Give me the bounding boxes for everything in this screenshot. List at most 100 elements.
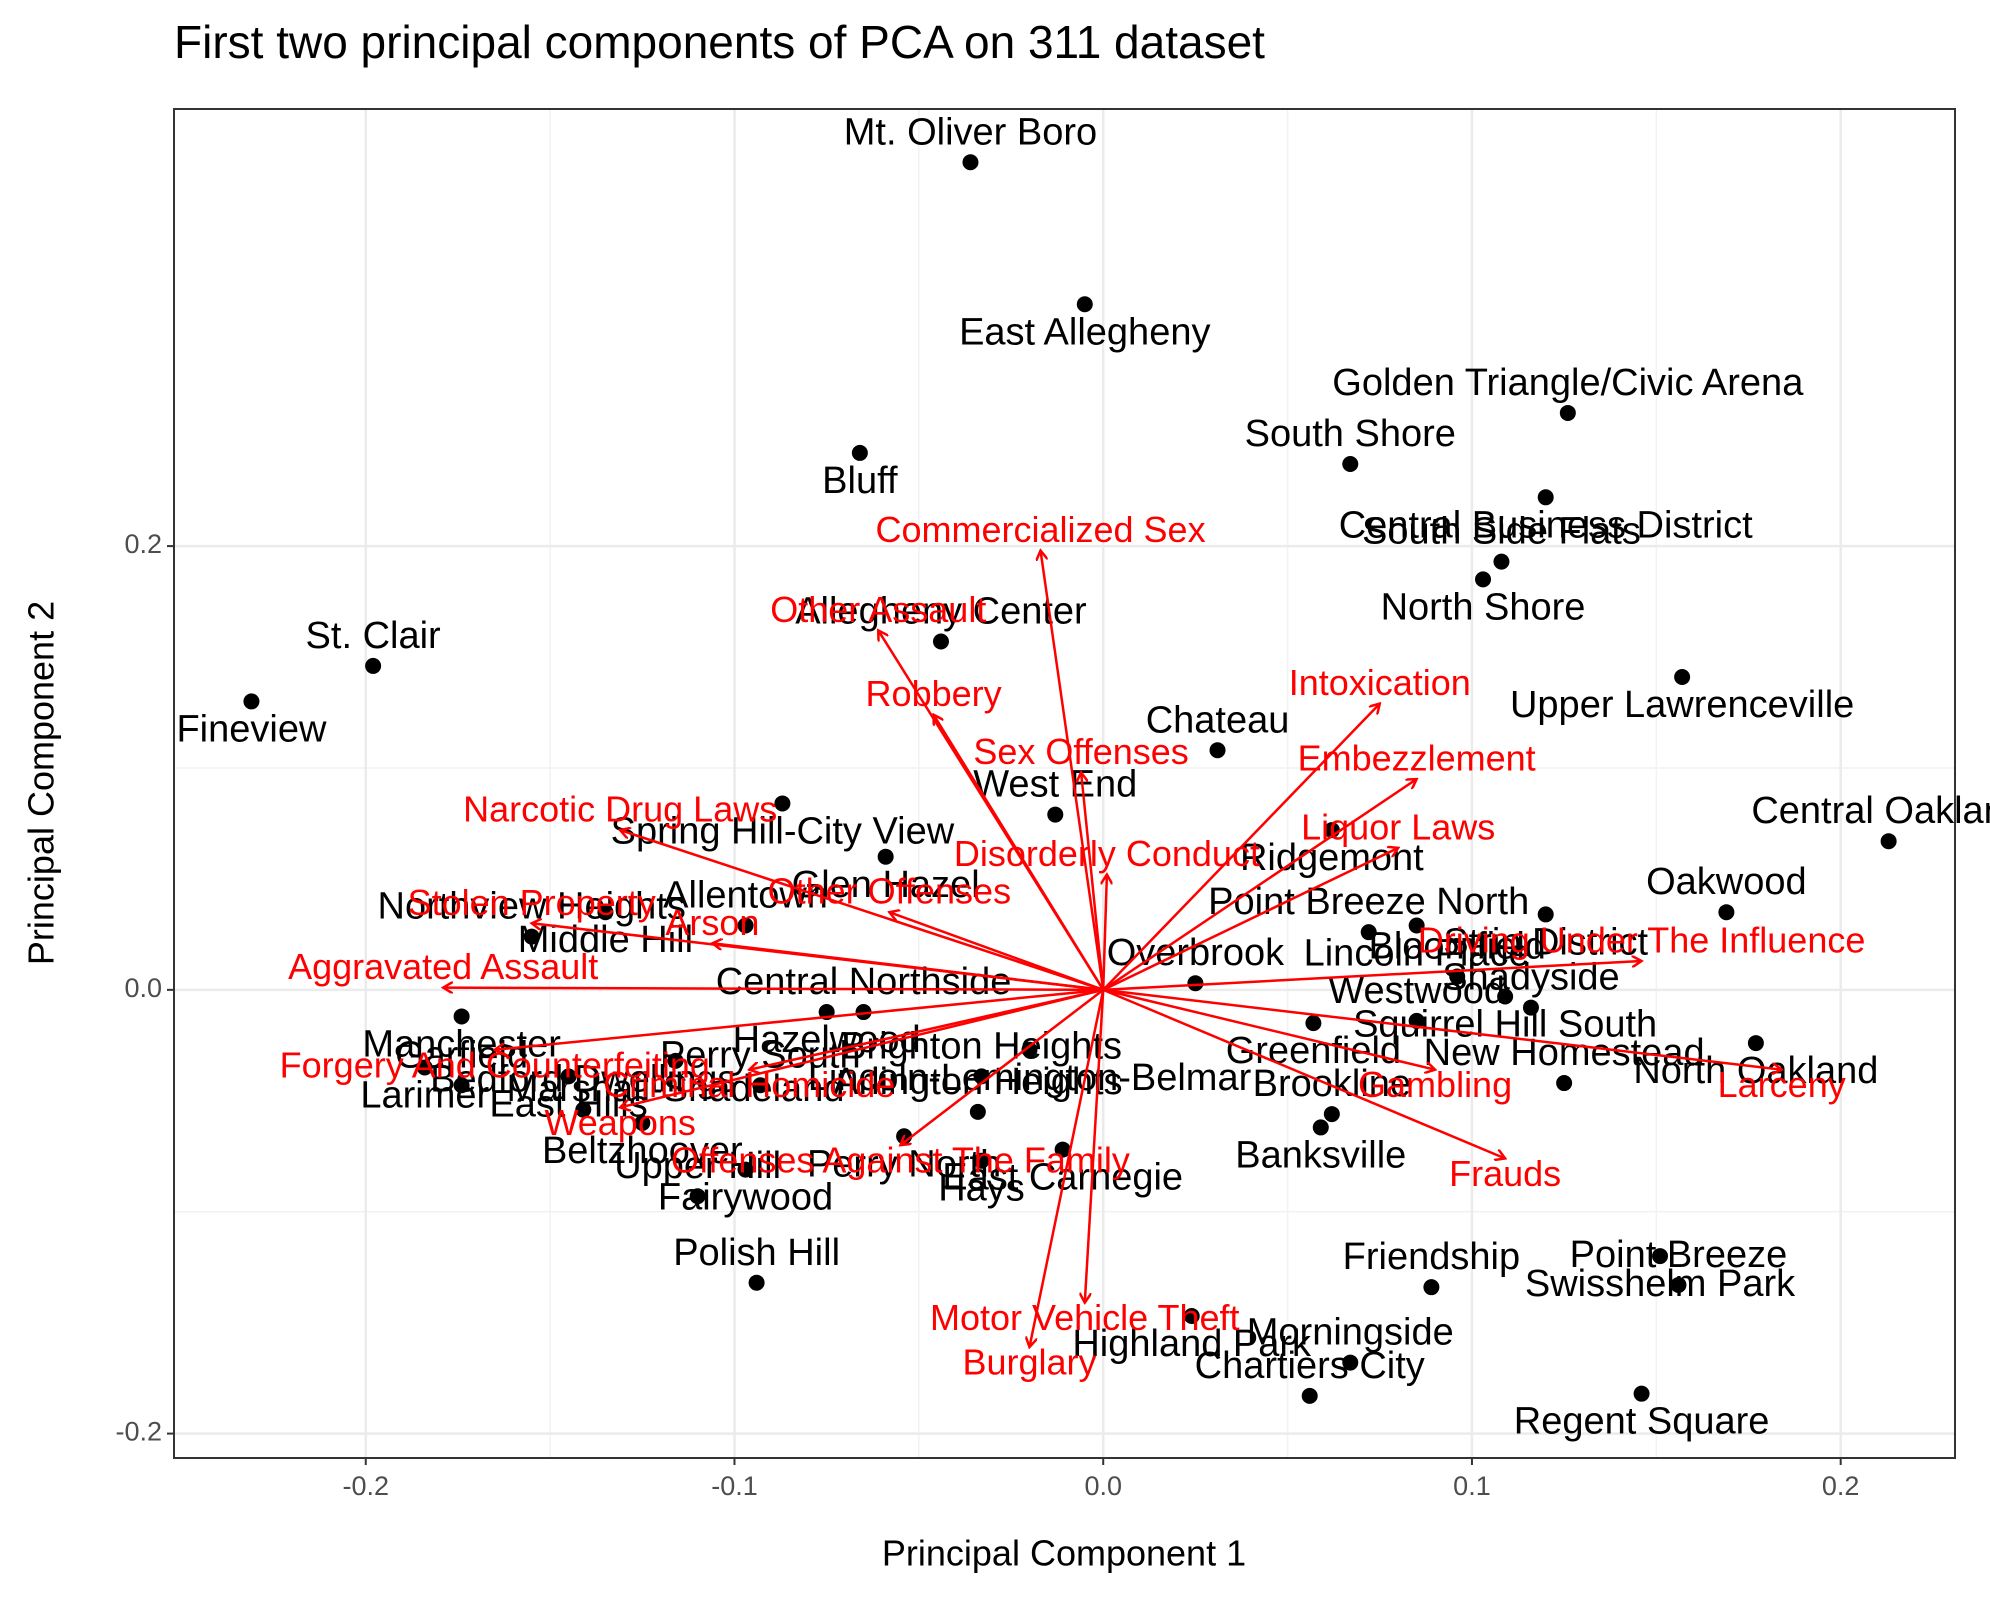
point-label: Highland Park — [1072, 1323, 1312, 1365]
loading-arrow — [1085, 989, 1105, 1303]
point-label: Overbrook — [1107, 932, 1285, 974]
point-label: Lincoln-Lemington-Belmar — [808, 1057, 1252, 1099]
point — [597, 904, 614, 921]
loading-label: Other Assault — [770, 589, 986, 630]
point-label: Marshall-Shadeland — [506, 1068, 844, 1110]
loading-arrow — [1102, 704, 1380, 991]
point-label: Allegheny Center — [795, 591, 1087, 633]
point-label: Mt. Oliver Boro — [844, 111, 1097, 153]
point — [1556, 1075, 1573, 1092]
loading-label: Sex Offenses — [973, 731, 1188, 772]
loading-arrow — [712, 943, 1104, 992]
point — [1323, 1106, 1340, 1123]
point — [1537, 489, 1554, 506]
x-axis-label: Principal Component 1 — [882, 1533, 1246, 1574]
loading-label: Liquor Laws — [1301, 806, 1495, 847]
point — [453, 1008, 470, 1025]
point — [667, 1052, 684, 1069]
point-label: Beltzhoover — [542, 1130, 743, 1172]
point-label: Polish Hill — [673, 1232, 840, 1274]
point — [752, 1077, 769, 1094]
loading-arrow — [1102, 779, 1416, 991]
loading-label: Intoxication — [1289, 662, 1471, 703]
point-label: New Homestead — [1424, 1032, 1705, 1074]
loading-arrow — [620, 830, 1104, 992]
loading-arrow — [900, 988, 1104, 1145]
loading-arrow — [620, 988, 1104, 1108]
loading-label: Forgery And Counterfeiting — [280, 1044, 710, 1085]
point — [1633, 1385, 1650, 1402]
loading-label: Larceny — [1718, 1064, 1846, 1105]
point — [1537, 906, 1554, 923]
point-label: Golden Triangle/Civic Arena — [1332, 362, 1804, 404]
point-label: Manchester — [362, 1024, 561, 1066]
loading-arrow — [1103, 961, 1641, 992]
point — [1342, 1354, 1359, 1371]
chart-title: First two principal components of PCA on… — [174, 16, 1265, 68]
loading-label: Burglary — [962, 1342, 1096, 1383]
loading-label: Gambling — [1358, 1064, 1512, 1105]
point — [1423, 1279, 1440, 1296]
point-label: Larimer — [360, 1075, 489, 1117]
loading-arrow — [495, 988, 1104, 1050]
point-label: Chateau — [1146, 699, 1290, 741]
loading-label: Narcotic Drug Laws — [463, 789, 777, 830]
point — [877, 848, 894, 865]
point-label: North Shore — [1381, 586, 1586, 628]
point-label: Swisshelm Park — [1525, 1263, 1796, 1305]
point-label: Oakwood — [1646, 861, 1807, 903]
point — [737, 917, 754, 934]
point — [1670, 1276, 1687, 1293]
point — [1880, 833, 1897, 850]
loading-label: Embezzlement — [1298, 738, 1536, 779]
point-label: Glen Hazel — [792, 864, 980, 906]
point — [748, 1274, 765, 1291]
y-axis-label: Principal Component 2 — [21, 601, 62, 965]
point — [1305, 1015, 1322, 1032]
loading-label: Commercialized Sex — [875, 509, 1205, 550]
point-label: Central Business District — [1339, 504, 1753, 546]
point-label: Allentown — [663, 875, 828, 917]
point — [416, 1059, 433, 1076]
x-tick-label: 0.2 — [1822, 1471, 1860, 1501]
point — [1183, 1308, 1200, 1324]
point — [1408, 1012, 1425, 1029]
loading-label: Disorderly Conduct — [954, 833, 1260, 874]
x-tick-label: 0.1 — [1453, 1471, 1491, 1501]
point-label: Brookline — [1253, 1063, 1411, 1105]
y-tick-label: 0.0 — [124, 973, 162, 1003]
loading-arrow — [1102, 988, 1435, 1070]
point-label: Chartiers City — [1195, 1345, 1425, 1387]
loading-label: Weapons — [544, 1102, 695, 1143]
x-tick-label: -0.2 — [342, 1471, 389, 1501]
point-label: Fineview — [176, 708, 326, 750]
point-label: West End — [973, 764, 1137, 806]
point — [1301, 1387, 1318, 1404]
point-label: Hazelwood — [733, 1019, 921, 1061]
plot-border — [173, 108, 1956, 1459]
point — [1747, 1035, 1764, 1052]
point-label: Strip District — [1443, 921, 1648, 963]
point — [1312, 1119, 1329, 1136]
point-label: Friendship — [1343, 1236, 1520, 1278]
point — [774, 795, 791, 812]
loading-label: Frauds — [1449, 1153, 1561, 1194]
point — [1475, 571, 1492, 588]
point — [1449, 968, 1466, 985]
point — [962, 154, 979, 171]
plot-background — [174, 109, 1955, 1458]
point — [1054, 1141, 1071, 1158]
loading-arrow — [1081, 772, 1105, 990]
point — [689, 1188, 706, 1205]
point — [560, 1068, 577, 1085]
loading-label: Criminal Homicide — [603, 1064, 895, 1105]
point-label: Greenfield — [1226, 1030, 1401, 1072]
point-label: Point Breeze North — [1208, 881, 1529, 923]
point — [737, 1161, 754, 1178]
loading-label: Motor Vehicle Theft — [930, 1297, 1240, 1338]
loading-label: Offenses Against The Family — [671, 1140, 1130, 1181]
point-label: Fairywood — [658, 1177, 833, 1219]
point — [1674, 669, 1691, 685]
point-label: St. Clair — [306, 615, 441, 657]
